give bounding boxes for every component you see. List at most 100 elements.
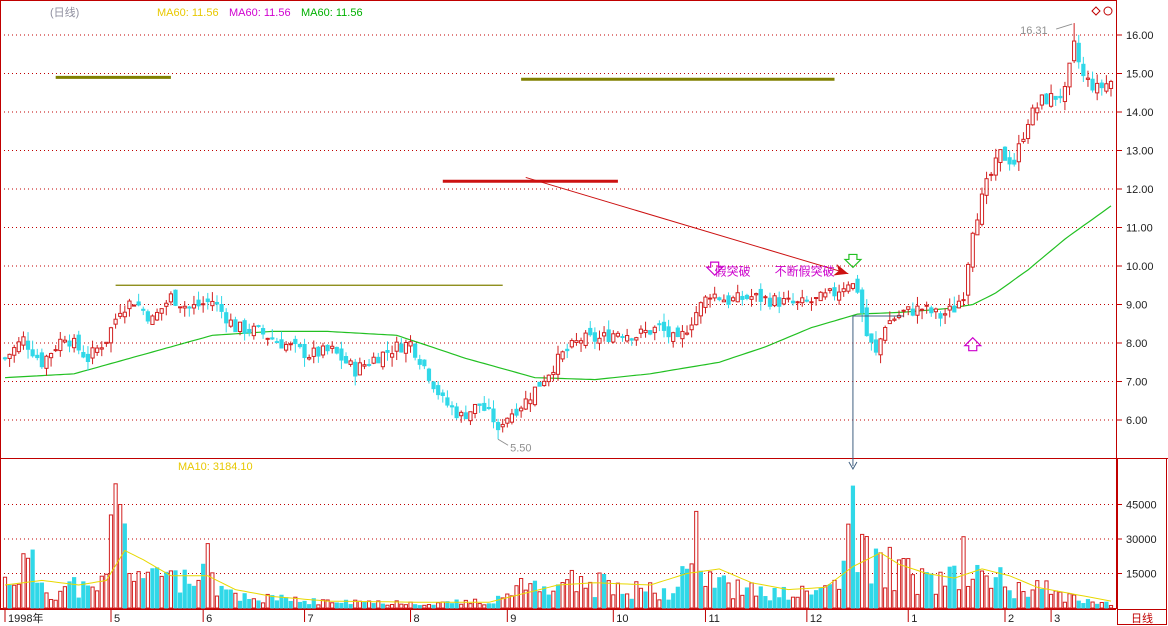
- candle-body: [477, 403, 482, 406]
- candle-body: [325, 344, 330, 352]
- volume-bar: [422, 604, 427, 609]
- volume-bar: [615, 582, 621, 609]
- volume-bar: [790, 596, 796, 609]
- candle-body: [403, 342, 409, 354]
- volume-bar: [459, 603, 464, 609]
- volume-bar: [500, 597, 505, 609]
- candle-body: [1108, 80, 1114, 89]
- down-arrow-icon: [705, 261, 725, 276]
- candle-body: [523, 398, 528, 410]
- candle-body: [228, 319, 233, 327]
- candle-body: [293, 338, 298, 345]
- candle-body: [279, 339, 284, 349]
- candle-body: [952, 305, 957, 313]
- volume-bar: [1044, 580, 1049, 609]
- volume-bar: [721, 575, 726, 609]
- candle-body: [196, 299, 201, 307]
- volume-bar: [320, 599, 326, 609]
- candle-body: [551, 371, 556, 376]
- volume-bar: [555, 584, 561, 609]
- volume-bar: [1076, 600, 1081, 609]
- volume-bar: [1108, 604, 1114, 609]
- candle-body: [122, 311, 127, 318]
- volume-bar: [698, 570, 703, 609]
- candle-body: [39, 352, 44, 368]
- volume-bar: [717, 577, 722, 609]
- candle-body: [860, 289, 865, 314]
- volume-bar: [924, 572, 929, 609]
- candle-body: [58, 338, 63, 352]
- candle-body: [694, 312, 699, 326]
- volume-bar: [491, 603, 496, 609]
- volume-bar: [813, 590, 819, 609]
- diamond-icon[interactable]: [1091, 6, 1101, 16]
- volume-bar: [293, 596, 298, 609]
- volume-bar: [486, 603, 491, 609]
- volume-bar: [449, 603, 455, 609]
- volume-bar: [210, 572, 215, 609]
- candle-body: [353, 361, 358, 377]
- volume-bar: [477, 603, 482, 609]
- volume-bar: [744, 587, 750, 609]
- candle-body: [25, 340, 31, 350]
- price-tick-label: 9.00: [1126, 300, 1147, 312]
- volume-bar: [366, 600, 372, 609]
- volume-bar: [583, 587, 588, 609]
- candle-body: [786, 297, 791, 300]
- volume-bar: [878, 552, 883, 609]
- volume-bar: [735, 579, 740, 609]
- volume-bar: [648, 582, 653, 609]
- x-tick-label: 12: [810, 613, 822, 625]
- candle-body: [832, 287, 837, 297]
- period-tab[interactable]: 日线: [1131, 611, 1153, 625]
- volume-bar: [551, 590, 556, 609]
- x-axis-ticks: 1998年 5 6 7 8 9 10 11 12 1 2 3: [4, 609, 1060, 625]
- candle-body: [224, 312, 229, 324]
- volume-bar: [675, 586, 680, 609]
- volume-bar: [901, 558, 906, 609]
- candle-body: [1016, 143, 1021, 163]
- volume-bar: [1095, 603, 1100, 609]
- candle-body: [744, 294, 750, 300]
- circle-icon[interactable]: [1103, 6, 1113, 16]
- candle-body: [505, 417, 510, 424]
- candle-body: [887, 320, 892, 325]
- x-tick-label: 11: [708, 613, 719, 625]
- volume-bar: [777, 597, 782, 609]
- volume-bar: [145, 571, 150, 609]
- volume-bars: [2, 483, 1114, 609]
- price-tick-label: 13.00: [1126, 146, 1154, 158]
- candle-body: [841, 288, 846, 293]
- volume-bar: [21, 553, 26, 609]
- volume-bar: [809, 594, 814, 609]
- candle-body: [251, 325, 256, 337]
- candle-body: [1058, 95, 1063, 99]
- ma-label-green: MA60: 11.56: [301, 7, 363, 19]
- volume-bar: [989, 587, 994, 609]
- volume-bar: [403, 604, 409, 609]
- candle-body: [933, 308, 938, 313]
- candle-body: [592, 332, 597, 342]
- volume-bar: [781, 586, 786, 609]
- candle-body: [459, 411, 464, 417]
- volume-bar: [76, 597, 81, 609]
- volume-bar: [85, 585, 91, 609]
- candle-body: [864, 307, 869, 337]
- candle-body: [648, 330, 653, 335]
- candle-body: [81, 352, 86, 358]
- candle-body: [657, 323, 662, 326]
- volume-bar: [417, 605, 422, 609]
- candle-body: [777, 297, 782, 307]
- candle-body: [519, 407, 524, 412]
- volume-bar: [426, 604, 432, 609]
- volume-bar: [998, 567, 1003, 609]
- volume-bar: [330, 602, 335, 609]
- volume-bar: [191, 585, 197, 609]
- volume-tick-label: 15000: [1126, 569, 1157, 581]
- volume-bar: [219, 585, 224, 609]
- candle-body: [201, 303, 206, 306]
- candle-body: [758, 288, 763, 302]
- candle-body: [813, 297, 819, 300]
- volume-bar: [560, 582, 565, 609]
- volume-bar: [187, 583, 192, 609]
